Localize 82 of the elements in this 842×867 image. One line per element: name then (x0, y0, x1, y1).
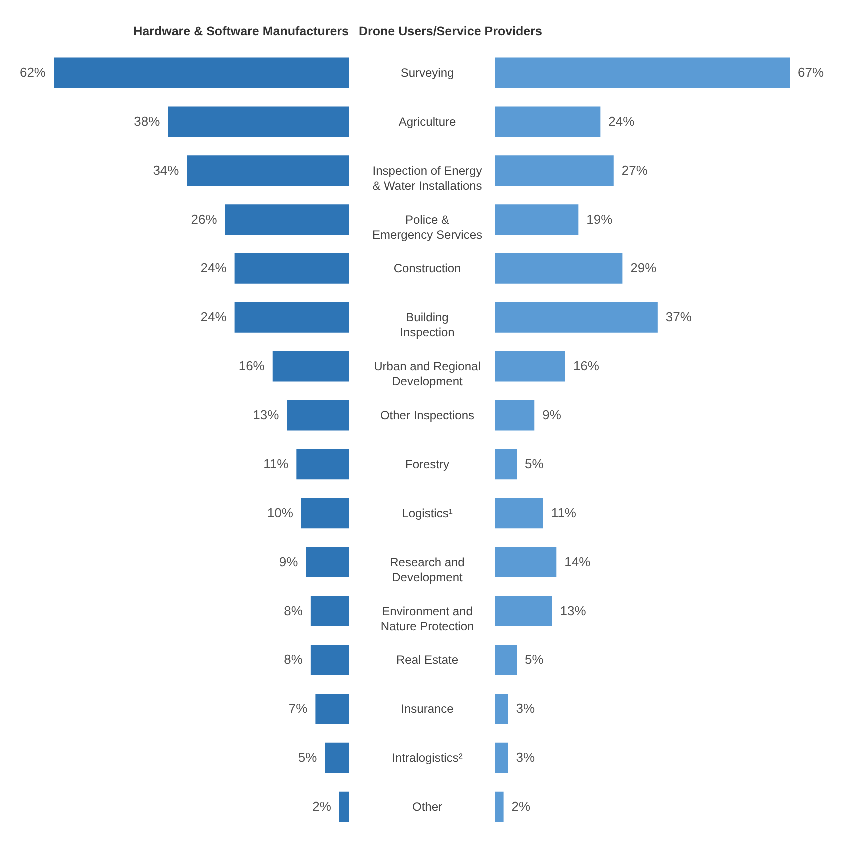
bar (272, 351, 349, 382)
data-label: 3% (516, 750, 536, 766)
bar (495, 498, 544, 529)
data-label: 2% (312, 799, 332, 814)
data-label: 24% (200, 310, 228, 325)
data-label: 8% (284, 652, 304, 668)
data-label: 14% (564, 554, 592, 570)
data-label: 2% (512, 799, 532, 814)
y-tick-label: Insurance (401, 702, 454, 716)
bar (495, 204, 579, 235)
bar (495, 106, 601, 138)
bar (234, 254, 349, 284)
data-label: 16% (573, 358, 600, 374)
y-tick-label: Building Inspection (400, 310, 455, 340)
bar (495, 58, 790, 88)
data-label: 5% (298, 750, 318, 766)
data-label: 62% (20, 64, 46, 80)
bar (495, 547, 557, 578)
bar (306, 547, 349, 578)
y-tick-label: Police & Emergency Services (372, 212, 483, 242)
bar (296, 449, 349, 480)
data-label: 3% (516, 701, 536, 716)
data-label: 29% (630, 260, 658, 276)
chart-title: Hardware & Software Manufacturers (134, 24, 350, 38)
y-tick-label: Agriculture (398, 114, 457, 129)
data-label: 11% (551, 505, 577, 520)
data-label: 19% (586, 212, 614, 227)
data-label: 5% (525, 456, 544, 472)
y-tick-label: Urban and Regional Development (374, 360, 481, 389)
bar (495, 302, 658, 333)
bar (495, 351, 566, 382)
bar (168, 106, 349, 138)
data-label: 13% (560, 603, 587, 618)
y-tick-label: Other Inspections (380, 408, 475, 423)
y-tick-label: Surveying (400, 66, 454, 80)
data-label: 9% (279, 554, 299, 570)
data-label: 67% (798, 64, 824, 80)
bar (495, 596, 552, 626)
bar (225, 204, 349, 235)
data-label: 24% (200, 260, 228, 276)
y-tick-label: Intralogistics² (392, 751, 463, 766)
bar (316, 694, 349, 724)
data-label: 13% (253, 408, 280, 423)
bar (495, 694, 508, 724)
bar (54, 58, 349, 88)
bar (187, 156, 349, 186)
y-tick-label: Inspection of Energy & Water Installations (372, 164, 482, 193)
y-tick-label: Logistics¹ (402, 506, 453, 520)
bar (310, 596, 349, 626)
bar (495, 156, 614, 186)
bar (495, 254, 623, 284)
bar (287, 400, 349, 431)
y-tick-label: Research and Development (390, 555, 465, 584)
bar (495, 645, 518, 676)
data-label: 11% (264, 456, 290, 472)
bar (495, 742, 508, 774)
y-tick-label: Other (412, 800, 443, 814)
bar (495, 449, 518, 480)
data-label: 34% (153, 162, 180, 178)
chart-title: Drone Users/Service Providers (359, 24, 542, 38)
data-label: 38% (134, 114, 161, 129)
data-label: 10% (267, 505, 294, 520)
y-tick-label: Real Estate (396, 653, 459, 668)
data-label: 26% (191, 212, 218, 227)
data-label: 7% (288, 701, 308, 716)
y-tick-label: Construction (394, 262, 462, 276)
bar (301, 498, 349, 529)
bar (325, 742, 349, 774)
bar (339, 792, 349, 822)
bar (310, 645, 349, 676)
y-tick-label: Environment and Nature Protection (380, 604, 474, 634)
bar (495, 792, 504, 822)
bar (234, 302, 349, 333)
data-label: 16% (238, 358, 266, 374)
data-label: 27% (622, 162, 648, 178)
data-label: 37% (666, 310, 692, 325)
bar (495, 400, 535, 431)
data-label: 5% (525, 652, 544, 668)
data-label: 9% (542, 408, 562, 423)
data-label: 8% (284, 603, 304, 618)
data-label: 24% (608, 114, 636, 129)
y-tick-label: Forestry (405, 457, 450, 472)
